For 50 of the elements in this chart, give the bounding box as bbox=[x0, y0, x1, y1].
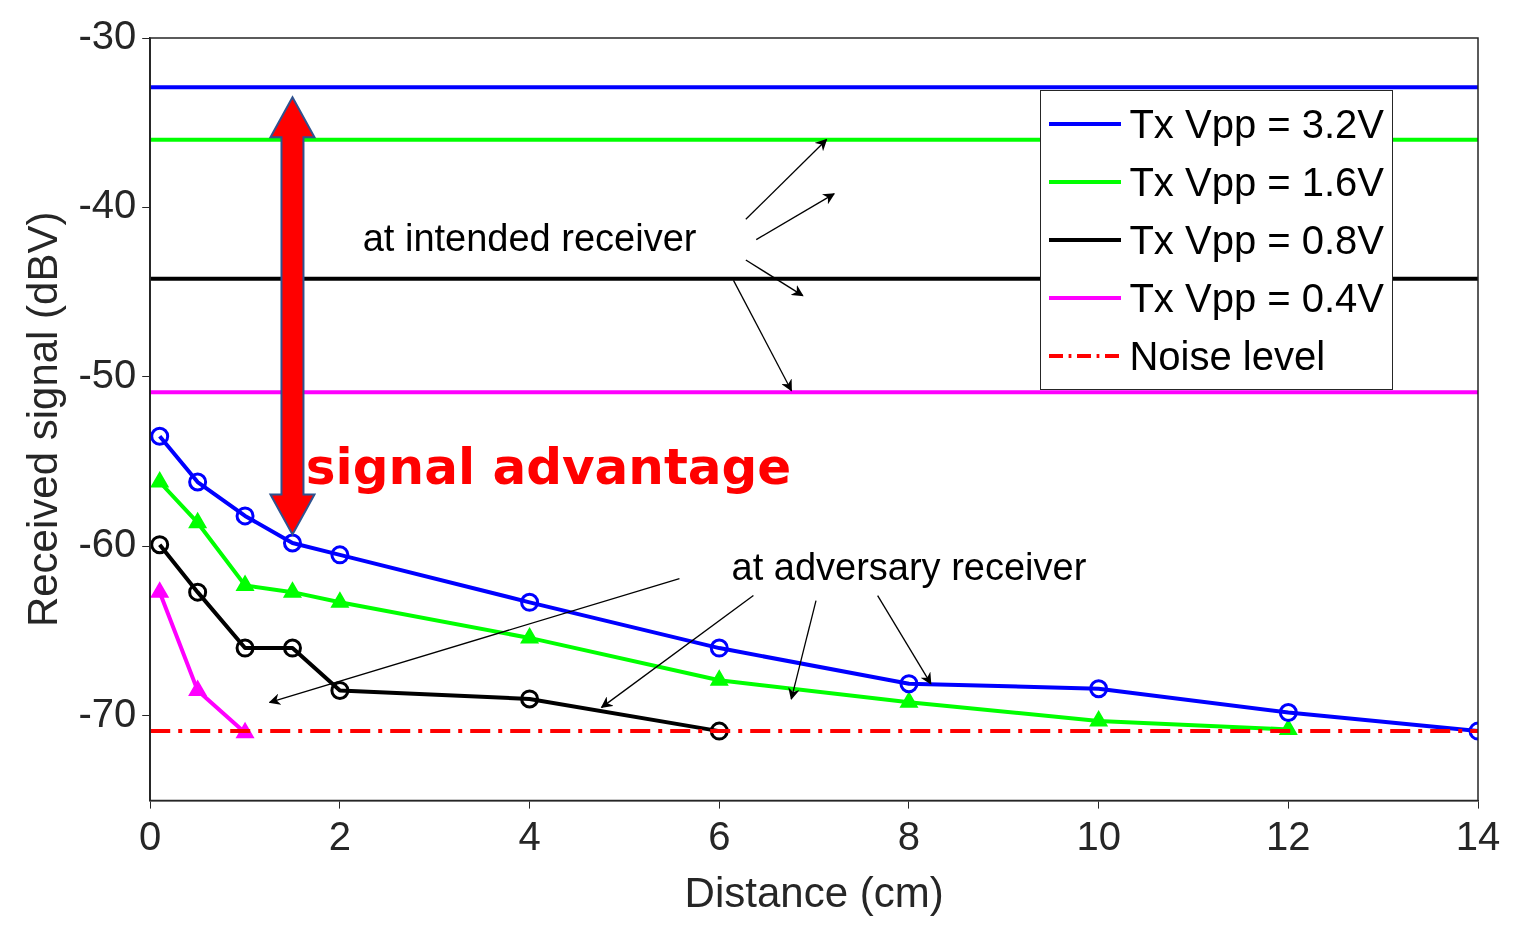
point bbox=[151, 582, 169, 598]
annotation: at adversary receiver bbox=[731, 545, 1087, 589]
point bbox=[236, 575, 254, 591]
point bbox=[188, 582, 208, 602]
x-tick-label: 0 bbox=[139, 813, 162, 858]
y-tick-label: -60 bbox=[78, 521, 137, 566]
point bbox=[151, 472, 169, 488]
legend-label: Tx Vpp = 0.4V bbox=[1129, 275, 1384, 321]
point bbox=[521, 628, 539, 644]
legend-label: Noise level bbox=[1129, 333, 1326, 379]
x-tick-label: 12 bbox=[1266, 813, 1311, 858]
point bbox=[189, 680, 207, 696]
point bbox=[150, 426, 170, 446]
legend-label: Tx Vpp = 0.8V bbox=[1129, 217, 1384, 263]
y-tick-label: -70 bbox=[78, 690, 137, 735]
point bbox=[189, 513, 207, 529]
point bbox=[282, 638, 302, 658]
point bbox=[520, 689, 540, 709]
y-tick-label: -40 bbox=[78, 182, 137, 227]
point bbox=[520, 592, 540, 612]
legend-label: Tx Vpp = 1.6V bbox=[1129, 159, 1384, 205]
point bbox=[282, 533, 302, 553]
point bbox=[1278, 702, 1298, 722]
annotation: signal advantage bbox=[305, 437, 792, 496]
point bbox=[710, 670, 728, 686]
point bbox=[284, 582, 301, 598]
point bbox=[331, 592, 349, 608]
x-tick-label: 4 bbox=[518, 813, 541, 858]
point bbox=[188, 472, 208, 492]
point bbox=[709, 638, 729, 658]
x-tick-label: 2 bbox=[328, 813, 352, 858]
point bbox=[330, 545, 350, 565]
x-tick-label: 6 bbox=[708, 813, 731, 858]
point bbox=[1090, 711, 1108, 727]
y-tick-label: -50 bbox=[78, 351, 137, 396]
point bbox=[330, 680, 350, 700]
x-axis-title: Distance (cm) bbox=[684, 869, 944, 917]
point bbox=[235, 506, 255, 526]
legend-label: Tx Vpp = 3.2V bbox=[1129, 101, 1384, 147]
point bbox=[899, 674, 919, 694]
x-tick-label: 8 bbox=[897, 813, 921, 858]
y-axis-title: Received signal (dBV) bbox=[18, 211, 66, 628]
y-tick-label: -30 bbox=[78, 13, 137, 58]
point bbox=[150, 535, 170, 555]
x-tick-label: 14 bbox=[1455, 813, 1501, 858]
x-tick-label: 10 bbox=[1076, 813, 1121, 858]
point bbox=[235, 638, 255, 658]
point bbox=[1089, 679, 1109, 699]
point bbox=[900, 692, 918, 708]
annotation: at intended receiver bbox=[362, 216, 697, 260]
